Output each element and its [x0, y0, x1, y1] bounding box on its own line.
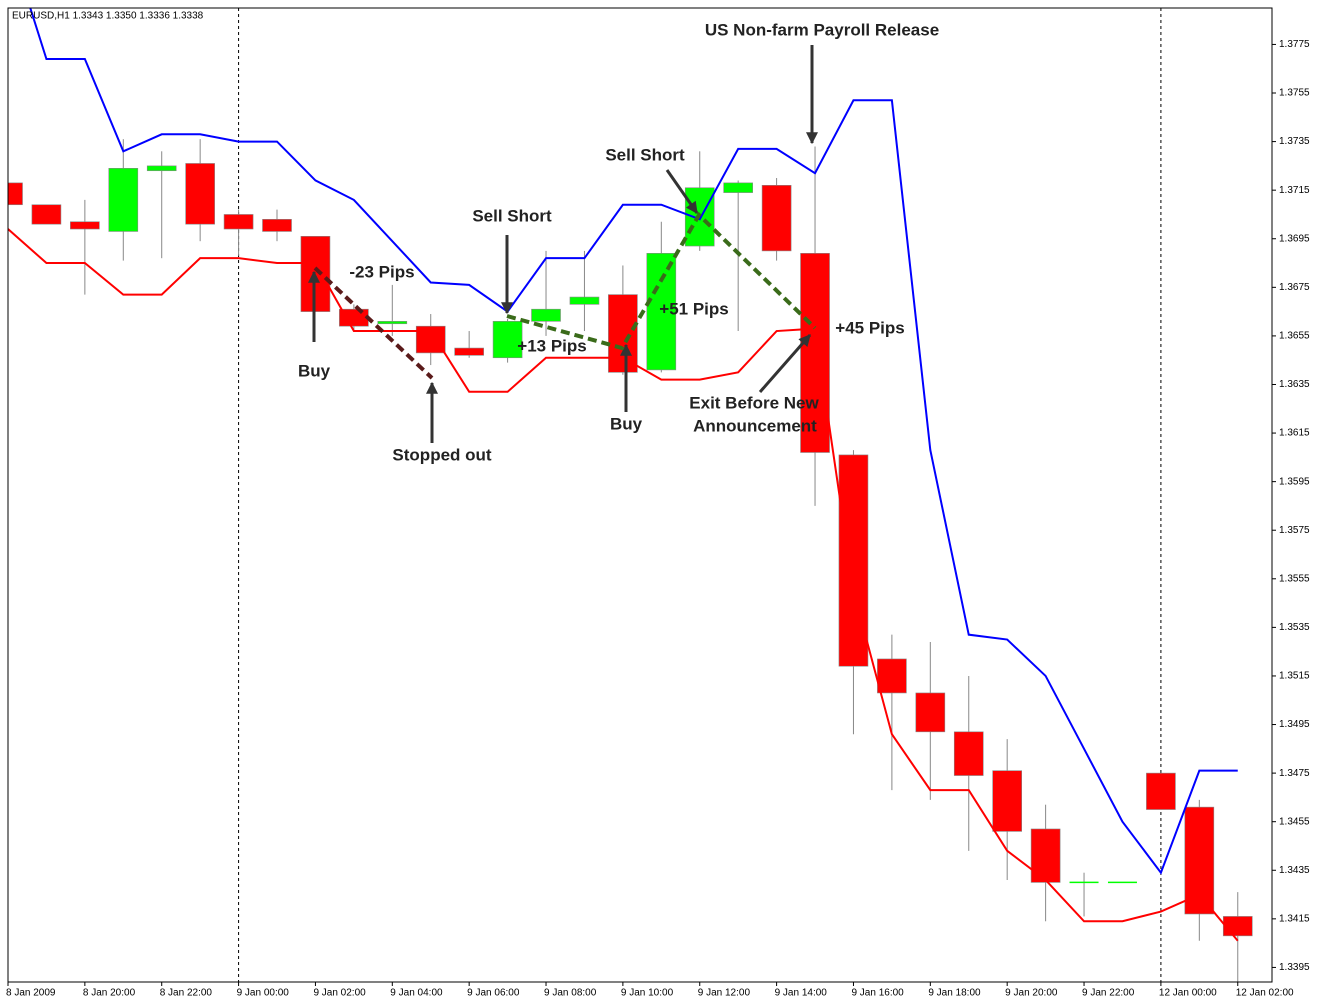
plot-area — [8, 8, 1253, 982]
candle-body — [915, 692, 946, 733]
x-tick-label: 8 Jan 20:00 — [83, 988, 136, 999]
trade-line — [313, 266, 434, 380]
y-tick-label: 1.3675 — [1279, 282, 1310, 293]
candle-body — [262, 219, 292, 232]
arrow — [665, 169, 699, 214]
candle-body — [492, 321, 523, 359]
candle-body — [1222, 916, 1253, 937]
candle-body — [185, 163, 215, 225]
y-tick-label: 1.3415 — [1279, 913, 1310, 924]
x-tick-label: 9 Jan 20:00 — [1005, 988, 1058, 999]
arrow — [758, 334, 812, 393]
channel-line — [8, 228, 1239, 942]
candle-body — [1146, 772, 1176, 810]
plot-frame — [7, 7, 1273, 983]
candle-body — [70, 221, 100, 230]
y-tick-label: 1.3595 — [1279, 476, 1310, 487]
candle-body — [531, 308, 561, 322]
x-tick-label: 9 Jan 22:00 — [1082, 988, 1135, 999]
y-tick-label: 1.3655 — [1279, 331, 1310, 342]
annotation: Announcement — [693, 416, 817, 435]
annotation: Exit Before New — [689, 393, 819, 412]
annotation: Buy — [610, 414, 643, 433]
x-tick-label: 12 Jan 00:00 — [1159, 988, 1217, 999]
trade-line — [506, 211, 817, 351]
annotation: +51 Pips — [659, 299, 728, 318]
x-tick-label: 9 Jan 10:00 — [621, 988, 674, 999]
x-tick-label: 9 Jan 16:00 — [851, 988, 904, 999]
x-tick-label: 8 Jan 22:00 — [160, 988, 213, 999]
candle-body — [569, 296, 600, 305]
candle-body — [761, 185, 792, 252]
candle-body — [646, 253, 677, 371]
candle-body — [877, 658, 907, 694]
y-tick-label: 1.3455 — [1279, 816, 1310, 827]
candle-body — [992, 770, 1022, 832]
candle-body — [608, 294, 638, 373]
annotation: Buy — [298, 361, 331, 380]
annotations: US Non-farm Payroll Release Sell Short Sel… — [298, 20, 939, 464]
annotation: Sell Short — [472, 206, 552, 225]
annotation: +13 Pips — [517, 336, 586, 355]
y-tick-label: 1.3395 — [1279, 962, 1310, 973]
chart-title: EURUSD,H1 1.3343 1.3350 1.3336 1.3338 — [12, 11, 204, 22]
x-tick-label: 9 Jan 06:00 — [467, 988, 520, 999]
y-tick-label: 1.3695 — [1279, 233, 1310, 244]
candle-body — [723, 182, 753, 193]
y-tick-label: 1.3715 — [1279, 185, 1310, 196]
x-tick-label: 8 Jan 2009 — [6, 988, 56, 999]
x-tick-label: 9 Jan 18:00 — [928, 988, 981, 999]
y-tick-label: 1.3635 — [1279, 379, 1310, 390]
y-tick-label: 1.3575 — [1279, 525, 1310, 536]
annotation: Sell Short — [605, 145, 685, 164]
candle-body — [953, 731, 984, 776]
x-tick-label: 9 Jan 14:00 — [775, 988, 828, 999]
candle-body — [8, 182, 23, 206]
x-tick-label: 9 Jan 00:00 — [237, 988, 290, 999]
candle-body — [146, 165, 177, 172]
y-tick-label: 1.3535 — [1279, 622, 1310, 633]
candle-body — [800, 253, 830, 453]
y-tick-label: 1.3615 — [1279, 428, 1310, 439]
candle-body — [31, 204, 62, 225]
y-tick-label: 1.3775 — [1279, 39, 1310, 50]
y-tick-label: 1.3435 — [1279, 865, 1310, 876]
candle-body — [377, 321, 408, 325]
x-tick-label: 9 Jan 12:00 — [698, 988, 751, 999]
candle-body — [223, 214, 254, 230]
y-tick-label: 1.3755 — [1279, 88, 1310, 99]
candle-body — [1030, 828, 1061, 883]
y-tick-label: 1.3515 — [1279, 671, 1310, 682]
y-tick-label: 1.3475 — [1279, 768, 1310, 779]
x-tick-label: 12 Jan 02:00 — [1236, 988, 1294, 999]
annotation: US Non-farm Payroll Release — [705, 20, 939, 39]
x-tick-label: 9 Jan 08:00 — [544, 988, 597, 999]
y-tick-label: 1.3555 — [1279, 573, 1310, 584]
annotation: +45 Pips — [835, 318, 904, 337]
channel-line — [29, 8, 1238, 875]
x-tick-label: 9 Jan 02:00 — [313, 988, 366, 999]
y-tick-label: 1.3735 — [1279, 136, 1310, 147]
x-tick-label: 9 Jan 04:00 — [390, 988, 443, 999]
candle-body — [838, 454, 869, 667]
candle-body — [108, 168, 139, 232]
y-tick-label: 1.3495 — [1279, 719, 1310, 730]
annotation: Stopped out — [392, 445, 491, 464]
annotation: -23 Pips — [349, 262, 414, 281]
candle-body — [454, 347, 484, 356]
candle-body — [1184, 806, 1215, 915]
